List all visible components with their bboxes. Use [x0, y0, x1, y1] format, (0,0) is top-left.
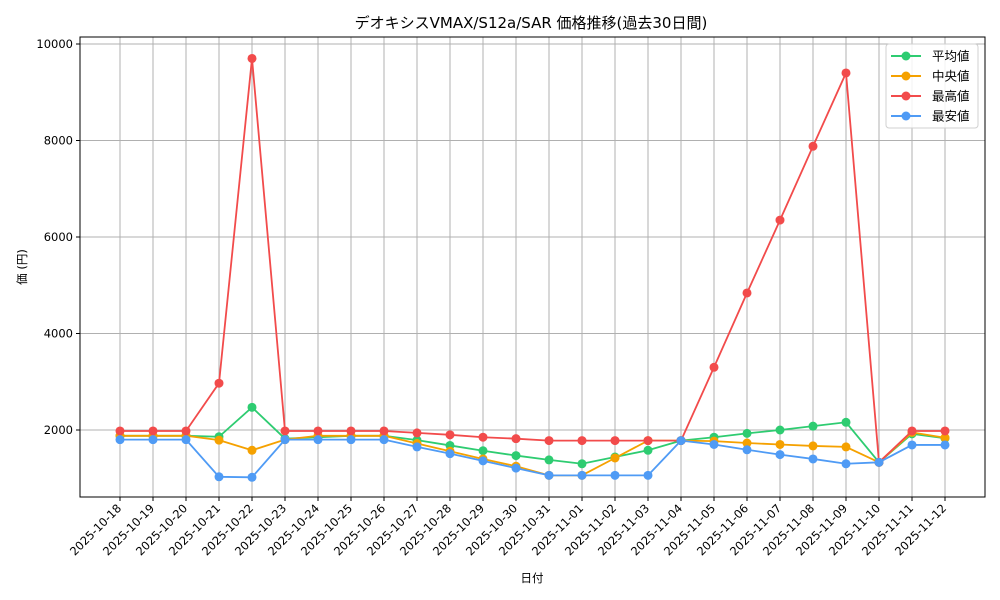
- data-point: [907, 426, 917, 436]
- data-point: [280, 426, 290, 436]
- data-point: [511, 463, 521, 473]
- data-point: [379, 426, 389, 436]
- data-point: [808, 421, 818, 431]
- data-point: [511, 451, 521, 461]
- data-point: [247, 445, 257, 455]
- data-point: [445, 449, 455, 459]
- data-point: [709, 362, 719, 372]
- data-point: [115, 435, 125, 445]
- data-point: [214, 472, 224, 482]
- data-point: [841, 68, 851, 78]
- data-point: [775, 425, 785, 435]
- data-point: [775, 450, 785, 460]
- data-point: [940, 426, 950, 436]
- legend-label: 最高値: [932, 89, 970, 104]
- y-tick-label: 2000: [44, 423, 73, 437]
- data-point: [412, 442, 422, 452]
- data-point: [577, 470, 587, 480]
- data-point: [346, 426, 356, 436]
- series-line: [115, 435, 950, 482]
- data-point: [742, 428, 752, 438]
- data-point: [214, 378, 224, 388]
- data-series: [115, 53, 950, 482]
- y-tick-label: 10000: [36, 37, 73, 51]
- y-tick-label: 8000: [44, 134, 73, 148]
- data-point: [247, 472, 257, 482]
- x-axis-label: 日付: [521, 571, 544, 585]
- data-point: [313, 435, 323, 445]
- data-point: [610, 470, 620, 480]
- y-tick-label: 6000: [44, 230, 73, 244]
- data-point: [874, 457, 884, 467]
- data-point: [577, 459, 587, 469]
- data-point: [379, 435, 389, 445]
- data-point: [808, 441, 818, 451]
- legend-item: 平均値: [891, 49, 970, 64]
- data-point: [478, 446, 488, 456]
- legend-label: 最安値: [932, 109, 970, 124]
- data-point: [115, 426, 125, 436]
- data-point: [940, 440, 950, 450]
- data-point: [346, 435, 356, 445]
- data-point: [247, 402, 257, 412]
- data-point: [610, 453, 620, 463]
- legend-label: 中央値: [932, 69, 970, 84]
- data-point: [643, 470, 653, 480]
- legend-marker-icon: [901, 91, 911, 101]
- plot-area: [79, 36, 986, 498]
- data-point: [808, 141, 818, 151]
- data-point: [544, 436, 554, 446]
- data-point: [148, 435, 158, 445]
- legend-item: 中央値: [891, 69, 970, 84]
- data-point: [643, 436, 653, 446]
- data-point: [841, 417, 851, 427]
- data-point: [478, 432, 488, 442]
- data-point: [676, 436, 686, 446]
- data-point: [709, 439, 719, 449]
- data-point: [577, 436, 587, 446]
- series-line: [115, 53, 950, 467]
- data-point: [181, 435, 191, 445]
- series-line: [115, 402, 950, 469]
- data-point: [775, 439, 785, 449]
- data-point: [742, 445, 752, 455]
- legend-marker-icon: [901, 71, 911, 81]
- y-axis: 2000 4000 6000 8000 10000: [36, 37, 80, 437]
- legend-label: 平均値: [932, 49, 970, 64]
- legend-item: 最高値: [891, 89, 970, 104]
- data-point: [247, 53, 257, 63]
- data-point: [511, 434, 521, 444]
- data-point: [775, 215, 785, 225]
- data-point: [280, 435, 290, 445]
- data-point: [412, 428, 422, 438]
- data-point: [544, 455, 554, 465]
- data-point: [544, 470, 554, 480]
- y-tick-label: 4000: [44, 327, 73, 341]
- data-point: [742, 288, 752, 298]
- data-point: [478, 456, 488, 466]
- legend-marker-icon: [901, 111, 911, 121]
- data-point: [610, 436, 620, 446]
- legend-item: 最安値: [891, 109, 970, 124]
- data-point: [445, 430, 455, 440]
- data-point: [907, 440, 917, 450]
- data-point: [148, 426, 158, 436]
- data-point: [940, 433, 950, 443]
- data-point: [841, 442, 851, 452]
- y-axis-label: 価 (円): [15, 249, 29, 285]
- legend-marker-icon: [901, 51, 911, 61]
- data-point: [841, 459, 851, 469]
- chart-title: デオキシスVMAX/S12a/SAR 価格推移(過去30日間): [355, 14, 708, 32]
- data-point: [313, 426, 323, 436]
- data-point: [181, 426, 191, 436]
- data-point: [643, 445, 653, 455]
- data-point: [808, 454, 818, 464]
- x-axis: 2025-10-182025-10-192025-10-202025-10-21…: [67, 497, 949, 558]
- data-point: [214, 435, 224, 445]
- data-point: [742, 438, 752, 448]
